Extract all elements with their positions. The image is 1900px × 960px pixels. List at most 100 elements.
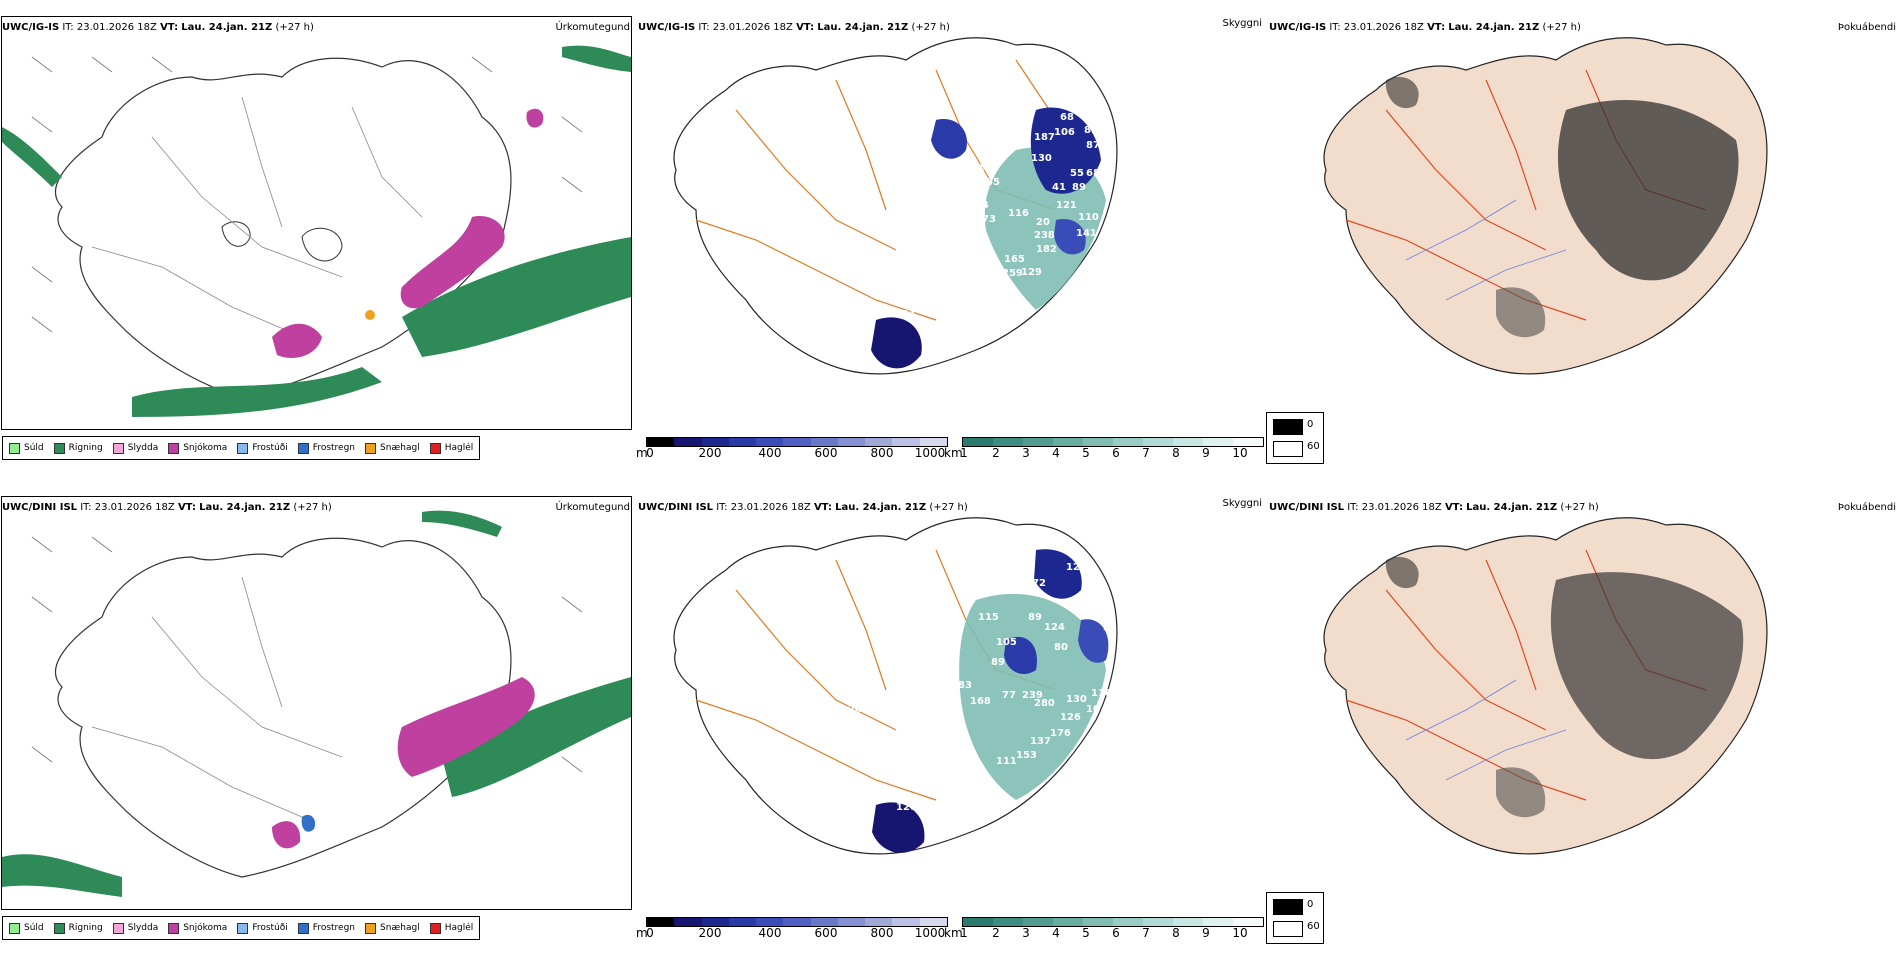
it-label: IT: <box>698 22 710 33</box>
lead-time: (+27 h) <box>929 502 968 513</box>
tick-label: 5 <box>1082 926 1090 940</box>
swatch <box>297 442 309 454</box>
colorbar-cell <box>1203 918 1233 926</box>
tick-label: 4 <box>1052 926 1060 940</box>
cloud-base-label: 110 <box>1078 212 1099 223</box>
legend-item: Rigning <box>53 922 103 934</box>
cloud-base-label: 20 <box>1036 217 1050 228</box>
it-label: IT: <box>1329 22 1341 33</box>
fog-legend: 0 60 <box>1266 892 1324 944</box>
swatch <box>429 922 441 934</box>
low-cloud-area <box>1034 549 1082 599</box>
colorbar-cell <box>1113 918 1143 926</box>
colorbar-cell <box>993 438 1023 446</box>
cloud-base-label: 74 <box>938 320 952 331</box>
tick-label: 8 <box>1172 926 1180 940</box>
panel-title: Þokuábendi <box>1837 22 1896 33</box>
rain-area <box>402 237 631 357</box>
cloud-base-label: 121 <box>1056 200 1077 211</box>
rain-area <box>2 127 62 187</box>
fog-legend-label: 60 <box>1307 921 1320 932</box>
colorbar-cell <box>1053 438 1083 446</box>
low-cloud-area <box>1078 619 1109 663</box>
vt-label: VT: <box>177 502 196 513</box>
cloud-base-label: 91 <box>902 309 916 320</box>
cloud-base-colorbar <box>646 917 948 927</box>
colorbar-cell <box>837 918 866 926</box>
lead-time: (+27 h) <box>1560 502 1599 513</box>
cloud-base-label: 118 <box>978 132 999 143</box>
colorbar-cell <box>1203 438 1233 446</box>
legend-item: Snæhagl <box>365 922 420 934</box>
colorbar-cell <box>892 918 920 926</box>
swatch <box>112 442 124 454</box>
cloud-base-label: 106 <box>1054 127 1075 138</box>
tick-label: 800 <box>870 446 894 460</box>
cloud-base-label: 105 <box>996 637 1017 648</box>
precip-type-panel: UWC/DINI ISL IT: 23.01.2026 18Z VT: Lau.… <box>0 480 636 960</box>
fog-swatch <box>1273 899 1303 915</box>
forecast-row-2: UWC/DINI ISL IT: 23.01.2026 18Z VT: Lau.… <box>0 480 1900 960</box>
visibility-colorbar <box>962 917 1264 927</box>
cloud-base-label: 24 <box>924 812 938 823</box>
low-cloud-area <box>1030 107 1101 194</box>
swatch <box>237 442 249 454</box>
road-lines <box>695 549 1057 801</box>
colorbar-cell <box>1173 918 1203 926</box>
vt-label: VT: <box>160 22 179 33</box>
cloud-base-label: 85 <box>986 177 1000 188</box>
init-time: 23.01.2026 18Z <box>94 502 175 513</box>
cloud-base-label: 155 <box>958 218 979 229</box>
legend-item: Haglél <box>429 442 473 454</box>
init-time: 23.01.2026 18Z <box>712 22 793 33</box>
river-lines <box>1405 679 1567 781</box>
tick-label: 7 <box>1142 926 1150 940</box>
cloud-base-label: 73 <box>982 214 996 225</box>
low-cloud-area <box>1004 636 1037 675</box>
legend-item: Súld <box>9 922 44 934</box>
tick-label: 10 <box>1232 446 1248 460</box>
cloud-base-label: 129 <box>1021 267 1042 278</box>
vt-label: VT: <box>1444 502 1463 513</box>
cloud-base-label: 81 <box>1084 125 1098 136</box>
colorbar-cell <box>919 918 947 926</box>
road-lines <box>1345 69 1707 321</box>
cloud-base-label: 239 <box>1022 690 1043 701</box>
colorbar-cell <box>674 438 702 446</box>
precip-map <box>2 510 631 897</box>
tick-label: 10 <box>1232 926 1248 940</box>
road-lines <box>1345 549 1707 801</box>
fog-legend-label: 0 <box>1307 419 1314 430</box>
fog-map <box>1323 517 1768 855</box>
colorbar-cell <box>993 918 1023 926</box>
cloud-base-label: 104 <box>968 200 989 211</box>
iceland-outline <box>55 537 512 878</box>
model-name: UWC/IG-IS <box>638 22 696 33</box>
tick-label: 7 <box>1142 446 1150 460</box>
fog-area <box>1385 556 1419 589</box>
forecast-header: UWC/DINI ISL IT: 23.01.2026 18Z VT: Lau.… <box>638 502 968 513</box>
cloud-base-label: 116 <box>1091 688 1112 699</box>
visibility-unit: km <box>944 446 963 460</box>
cloud-visibility-panel: 134 77 187 68 106 81 87 118 127 130 55 68 139 89 85 79 1… <box>636 0 1266 480</box>
cloud-base-label: 120 <box>896 802 917 813</box>
cloud-base-label: 259 <box>1002 268 1023 279</box>
cloud-base-label: 137 <box>1030 736 1051 747</box>
cloud-base-label: 89 <box>991 657 1005 668</box>
road-lines <box>695 59 1087 321</box>
tick-label: 4 <box>1052 446 1060 460</box>
visibility-unit: km <box>944 926 963 940</box>
colorbar-cell <box>865 918 893 926</box>
tick-label: 0 <box>646 446 654 460</box>
legend-item: Slydda <box>112 922 158 934</box>
colorbar-cell <box>919 438 947 446</box>
colorbar-cell <box>1173 438 1203 446</box>
visibility-area <box>959 593 1106 800</box>
cloud-base-label: 130 <box>1031 153 1052 164</box>
iceland-outline <box>673 517 1118 855</box>
tick-label: 400 <box>758 446 782 460</box>
road-lines <box>91 576 343 818</box>
cloud-base-label: 126 <box>1060 712 1081 723</box>
colorbar-cell <box>674 918 702 926</box>
